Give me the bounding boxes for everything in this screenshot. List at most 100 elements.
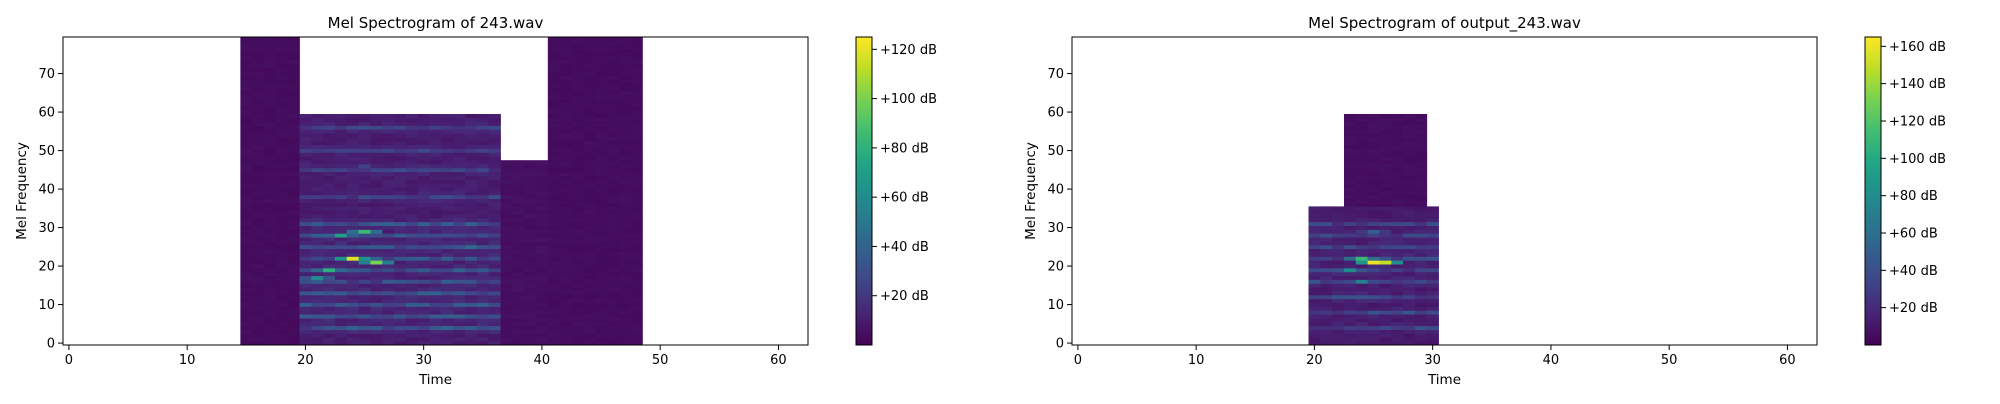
heatmap-cell (512, 325, 525, 330)
heatmap-cell (1320, 298, 1333, 303)
heatmap-cell (334, 229, 348, 234)
heatmap-cell (1367, 171, 1380, 176)
colorbar-segment (1865, 283, 1881, 287)
heatmap-cell (358, 167, 371, 173)
heatmap-cell (571, 256, 584, 261)
heatmap-cell (441, 171, 454, 176)
heatmap-cell (559, 275, 572, 280)
heatmap-cell (299, 294, 312, 300)
heatmap-cell (571, 106, 584, 111)
heatmap-cell (405, 175, 419, 180)
heatmap-cell (346, 210, 359, 215)
heatmap-cell (405, 264, 419, 269)
heatmap-cell (264, 110, 277, 115)
colorbar-segment (856, 206, 872, 210)
heatmap-cell (547, 60, 561, 65)
heatmap-cell (429, 198, 442, 203)
colorbar-segment (856, 121, 872, 125)
heatmap-cell (500, 329, 513, 334)
heatmap-cell (1403, 129, 1416, 134)
heatmap-cell (512, 264, 525, 269)
heatmap-cell (1367, 298, 1380, 303)
heatmap-cell (1391, 333, 1404, 338)
heatmap-cell (334, 179, 348, 184)
heatmap-cell (571, 241, 584, 246)
colorbar-segment (1865, 324, 1881, 328)
heatmap-cell (287, 206, 300, 211)
heatmap-cell (512, 187, 525, 192)
heatmap-cell (583, 167, 596, 173)
heatmap-cell (547, 248, 561, 253)
heatmap-cell (559, 171, 572, 176)
heatmap-cell (1367, 256, 1380, 261)
heatmap-cell (1403, 206, 1416, 211)
heatmap-cell (606, 271, 620, 277)
heatmap-cell (512, 244, 525, 250)
heatmap-cell (370, 318, 383, 323)
heatmap-cell (275, 83, 289, 88)
heatmap-cell (595, 341, 608, 346)
heatmap-cell (240, 144, 253, 149)
heatmap-cell (1343, 148, 1357, 153)
heatmap-cell (1391, 144, 1404, 149)
heatmap-cell (1391, 152, 1404, 157)
heatmap-cell (630, 287, 643, 292)
heatmap-cell (240, 75, 253, 80)
heatmap-cell (405, 171, 419, 176)
heatmap-cell (1379, 252, 1392, 257)
heatmap-cell (488, 225, 501, 230)
heatmap-cell (1391, 229, 1404, 234)
heatmap-cell (1414, 140, 1428, 146)
heatmap-cell (1414, 121, 1428, 126)
colorbar-segment (1865, 57, 1881, 61)
heatmap-cell (287, 75, 300, 80)
heatmap-cell (1403, 244, 1416, 250)
heatmap-cell (1426, 337, 1439, 342)
heatmap-cell (606, 140, 620, 146)
heatmap-cell (500, 237, 513, 242)
heatmap-cell (571, 171, 584, 176)
heatmap-cell (1391, 283, 1404, 288)
heatmap-cell (441, 233, 454, 238)
heatmap-cell (334, 129, 348, 134)
colorbar-segment (856, 42, 872, 46)
heatmap-cell (606, 256, 620, 261)
heatmap-cell (595, 129, 608, 134)
heatmap-cell (323, 268, 336, 273)
heatmap-cell (524, 264, 537, 269)
colorbar-segment (856, 67, 872, 71)
heatmap-cell (287, 225, 300, 230)
heatmap-cell (1367, 129, 1380, 134)
heatmap-cell (618, 325, 631, 330)
heatmap-cell (559, 314, 572, 319)
heatmap-cell (595, 194, 608, 200)
heatmap-cell (346, 241, 359, 246)
colorbar-segment (856, 196, 872, 200)
heatmap-cell (1403, 121, 1416, 126)
heatmap-cell (323, 164, 336, 169)
heatmap-cell (394, 310, 407, 315)
heatmap-cell (394, 333, 407, 338)
heatmap-cell (264, 183, 277, 188)
heatmap-cell (1332, 318, 1345, 323)
heatmap-cell (405, 329, 419, 334)
heatmap-cell (323, 294, 336, 300)
heatmap-cell (429, 318, 442, 323)
heatmap-cell (595, 52, 608, 57)
heatmap-cell (334, 318, 348, 323)
heatmap-cell (500, 160, 513, 165)
heatmap-cell (583, 252, 596, 257)
heatmap-cell (476, 167, 490, 173)
heatmap-cell (394, 306, 407, 311)
heatmap-cell (583, 271, 596, 277)
heatmap-cell (1414, 275, 1428, 280)
heatmap-cell (1343, 152, 1357, 157)
heatmap-cell (559, 333, 572, 338)
heatmap-cell (240, 237, 253, 242)
heatmap-cell (1426, 237, 1439, 242)
heatmap-cell (429, 271, 442, 277)
colorbar-segment (1865, 178, 1881, 182)
heatmap-cell (334, 140, 348, 146)
heatmap-cell (606, 275, 620, 280)
heatmap-cell (583, 191, 596, 196)
